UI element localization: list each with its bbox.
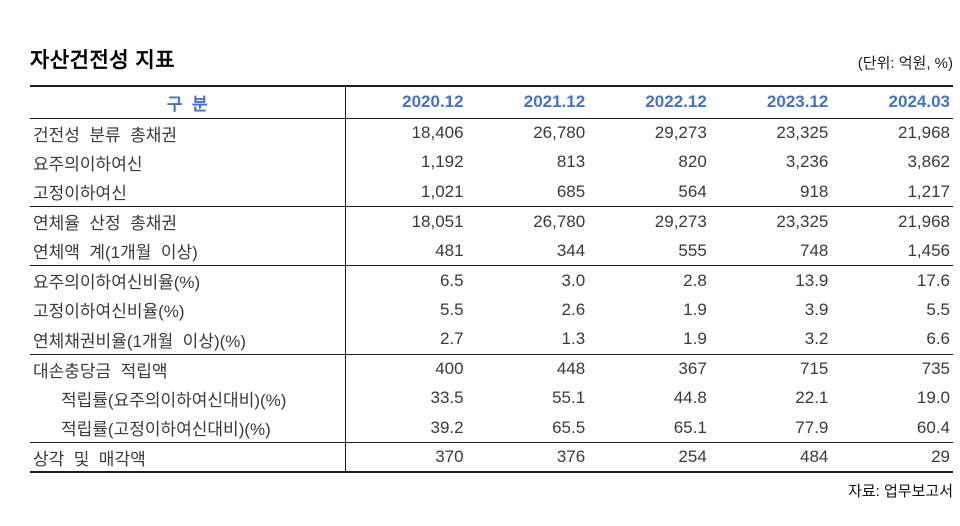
value-cell: 1.3 [561,329,586,348]
value-cell: 813 [556,152,586,172]
value-cell: 400 [345,353,467,384]
value-cell: 21,968 [831,206,953,236]
column-header-period: 2022.12 [588,86,710,119]
table-row: 요주의이하여신비율(%) 6.5 3.0 2.8 13.9 17.6 [30,265,953,295]
asset-soundness-table: 구 분 2020.12 2021.12 2022.12 2023.12 2024… [30,85,953,473]
value-cell: 3,236 [785,152,829,172]
source-label: 자료: 업무보고서 [848,483,953,500]
value-cell: 39.2 [430,417,464,437]
column-header-period: 2021.12 [466,86,589,119]
unit-label: (단위: 억원, %) [857,55,953,72]
value-cell: 5.5 [926,299,950,319]
value-cell: 77.9 [795,417,829,437]
value-cell: 29,273 [654,123,707,142]
value-cell: 13.9 [709,265,832,295]
value-cell: 918 [800,181,829,201]
value-cell: 65.5 [552,417,586,437]
value-cell: 555 [678,240,707,260]
report-page: 자산건전성 지표 (단위: 억원, %) 구 분 2020.12 2021.12… [30,44,953,500]
table-row: 적립률(요주의이하여신대비)(%) 33.5 55.1 44.8 22.1 19… [30,383,953,413]
table-row: 적립률(고정이하여신대비)(%) 39.2 65.5 65.1 77.9 60.… [30,413,953,443]
table-row: 연체채권비율(1개월 이상)(%) 2.7 1.3 1.9 3.2 6.6 [30,324,953,354]
value-cell: 26,780 [466,206,589,236]
value-cell: 65.1 [673,417,707,437]
value-cell: 55.1 [552,388,586,408]
value-cell: 254 [588,442,710,472]
table-row: 요주의이하여신 1,192 813 820 3,236 3,862 [30,147,953,177]
value-cell: 2.7 [439,329,464,348]
value-cell: 685 [556,181,586,201]
value-cell: 735 [831,353,953,384]
row-label: 연체율 산정 총채권 [30,206,346,236]
table-row: 고정이하여신 1,021 685 564 918 1,217 [30,177,953,207]
value-cell: 1,192 [421,152,464,172]
row-label: 요주의이하여신비율(%) [30,265,346,295]
table-row: 연체액 계(1개월 이상) 481 344 555 748 1,456 [30,236,953,266]
value-cell: 820 [678,152,707,172]
table-row: 연체율 산정 총채권 18,051 26,780 29,273 23,325 2… [30,206,953,236]
row-label: 상각 및 매각액 [30,442,346,472]
value-cell: 564 [678,181,707,201]
value-cell: 2.8 [588,265,710,295]
value-cell: 60.4 [916,417,950,437]
value-cell: 484 [709,442,832,472]
row-label: 적립률(요주의이하여신대비)(%) [30,383,346,413]
value-cell: 33.5 [430,388,464,408]
row-label: 연체채권비율(1개월 이상)(%) [30,324,346,354]
value-cell: 23,325 [776,123,829,142]
value-cell: 344 [556,240,586,260]
value-cell: 1.9 [683,299,707,319]
row-label: 건전성 분류 총채권 [30,118,346,148]
value-cell: 3.2 [804,329,829,348]
value-cell: 23,325 [709,206,832,236]
value-cell: 3.0 [466,265,589,295]
value-cell: 29 [831,442,953,472]
row-label: 적립률(고정이하여신대비)(%) [30,413,346,443]
table-row: 상각 및 매각액 370 376 254 484 29 [30,442,953,472]
row-label: 대손충당금 적립액 [30,353,346,384]
value-cell: 1,456 [907,240,950,260]
value-cell: 2.6 [561,299,586,319]
value-cell: 1,217 [907,181,950,201]
table-row: 대손충당금 적립액 400 448 367 715 735 [30,353,953,384]
value-cell: 715 [709,353,832,384]
page-title: 자산건전성 지표 [30,49,176,72]
table-header-row: 구 분 2020.12 2021.12 2022.12 2023.12 2024… [30,86,953,119]
value-cell: 481 [435,240,464,260]
column-header-category: 구 분 [30,86,346,119]
value-cell: 6.5 [345,265,467,295]
value-cell: 19.0 [916,388,950,408]
title-bar: 자산건전성 지표 (단위: 억원, %) [30,44,953,74]
value-cell: 1.9 [683,329,707,348]
value-cell: 18,406 [411,123,464,142]
value-cell: 3.9 [804,299,829,319]
value-cell: 5.5 [439,299,464,319]
value-cell: 18,051 [345,206,467,236]
table-row: 건전성 분류 총채권 18,406 26,780 29,273 23,325 2… [30,118,953,148]
value-cell: 26,780 [533,123,586,142]
column-header-period: 2024.03 [831,86,953,119]
value-cell: 1,021 [421,181,464,201]
table-row: 고정이하여신비율(%) 5.5 2.6 1.9 3.9 5.5 [30,295,953,325]
value-cell: 3,862 [907,152,950,172]
value-cell: 29,273 [588,206,710,236]
row-label: 고정이하여신 [30,177,346,207]
value-cell: 22.1 [795,388,829,408]
value-cell: 44.8 [673,388,707,408]
value-cell: 376 [466,442,589,472]
column-header-period: 2023.12 [709,86,832,119]
value-cell: 448 [466,353,589,384]
value-cell: 370 [345,442,467,472]
column-header-period: 2020.12 [345,86,467,119]
row-label: 연체액 계(1개월 이상) [30,236,346,266]
value-cell: 21,968 [898,123,950,142]
value-cell: 748 [800,240,829,260]
value-cell: 367 [588,353,710,384]
row-label: 요주의이하여신 [30,147,346,177]
value-cell: 6.6 [926,329,950,348]
value-cell: 17.6 [831,265,953,295]
row-label: 고정이하여신비율(%) [30,295,346,325]
